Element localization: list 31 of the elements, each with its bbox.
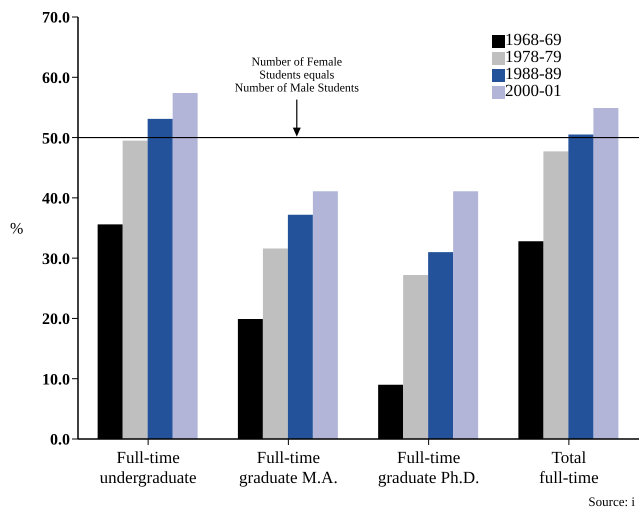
bar — [312, 191, 338, 439]
legend-label: 1978-79 — [505, 47, 562, 66]
bar — [543, 151, 568, 439]
y-tick-label: 30.0 — [42, 250, 70, 268]
bar — [593, 108, 618, 439]
ref-line-label: Number of Female Students equals Number of Male Students — [234, 54, 360, 95]
y-tick-label: 50.0 — [42, 130, 70, 148]
bar — [453, 191, 478, 439]
y-tick-label: 70.0 — [42, 10, 70, 27]
legend-label: 2000-01 — [505, 81, 562, 100]
x-tick-label: Total full-time — [539, 448, 599, 487]
bar — [172, 92, 198, 439]
bar — [148, 118, 173, 439]
bar — [262, 248, 288, 439]
x-tick-label: Full-time graduate Ph.D. — [378, 448, 480, 487]
bar — [568, 134, 594, 439]
legend-label: 1988-89 — [505, 64, 562, 83]
x-tick-label: Full-time undergraduate — [100, 448, 197, 487]
y-tick-label: 10.0 — [42, 371, 70, 388]
x-tick-label: Full-time graduate M.A. — [239, 448, 338, 487]
bar — [288, 214, 313, 439]
y-tick-label: 20.0 — [42, 311, 70, 328]
bar — [122, 140, 148, 439]
bar — [403, 275, 428, 439]
source-note: Source: i — [588, 494, 635, 510]
y-tick-label: 0.0 — [50, 432, 70, 449]
y-tick-label: 60.0 — [42, 70, 70, 87]
legend-label: 1968-69 — [505, 30, 562, 49]
bar — [428, 252, 454, 439]
y-axis-title: % — [10, 220, 24, 238]
y-tick-label: 40.0 — [42, 190, 70, 208]
